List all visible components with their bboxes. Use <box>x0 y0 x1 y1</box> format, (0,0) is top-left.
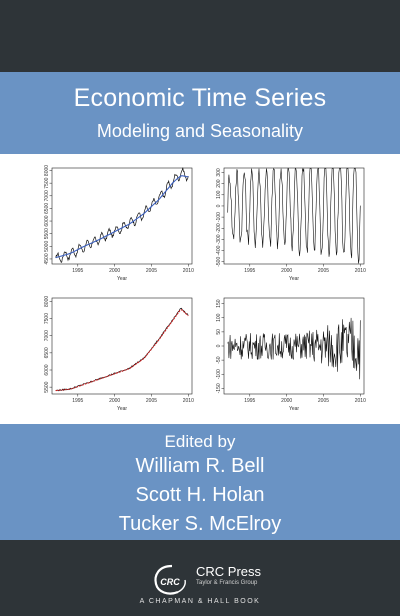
x-tick-label: 2010 <box>355 398 366 404</box>
y-tick-label: 0 <box>216 204 222 207</box>
x-tick-label: 1995 <box>244 268 255 274</box>
chart-bottom-right: 1995 2000 2005 2010 -150 -100 -50 0 50 100 150 Year <box>216 297 366 412</box>
y-tick-label: 5500 <box>44 228 50 239</box>
series-line <box>227 167 361 264</box>
plot-panel: 1995 2000 2005 2010 4500 5000 5500 6000 6500 7000… <box>0 154 400 424</box>
y-tick-label: 6500 <box>44 203 50 214</box>
trend-line <box>55 175 189 259</box>
editor-name: William R. Bell <box>135 455 265 477</box>
x-tick-label: 2005 <box>146 398 157 404</box>
publisher-group: Taylor & Francis Group <box>196 580 258 586</box>
y-tick-label: -500 <box>216 257 222 267</box>
editor-name: Tucker S. McElroy <box>118 513 282 535</box>
x-tick-label: 2005 <box>146 268 157 274</box>
y-tick-label: 300 <box>216 168 222 177</box>
y-tick-label: -100 <box>216 369 222 379</box>
x-axis-label: Year <box>289 276 299 282</box>
edited-by-label: Edited by <box>164 432 236 451</box>
x-tick-label: 2005 <box>318 268 329 274</box>
y-tick-label: 100 <box>216 190 222 199</box>
plot-frame <box>51 297 193 395</box>
editors-list: William R. Bell Scott H. Holan Tucker S.… <box>0 452 400 539</box>
trend-line <box>55 309 189 392</box>
editor-name: Scott H. Holan <box>135 484 265 506</box>
y-tick-label: 7000 <box>44 190 50 201</box>
bottom-band: CRC CRC Press Taylor & Francis Group A C… <box>0 540 400 616</box>
chart-top-right: 1995 2000 2005 2010 -500 -400-300-200-100 0 100… <box>216 167 366 282</box>
y-tick-label: -100 <box>216 212 222 222</box>
crc-logo-icon: CRC <box>150 562 190 603</box>
y-tick-label: 6000 <box>44 364 50 375</box>
plot-top-right: 1995 2000 2005 2010 -500 -400 -300 -200 -100 0 100… <box>200 162 370 288</box>
x-axis-label: Year <box>117 406 127 412</box>
y-tick-label: -300 <box>216 234 222 244</box>
y-tick-label: 8000 <box>44 165 50 176</box>
x-axis-label: Year <box>117 276 127 282</box>
x-tick-label: 2010 <box>355 268 366 274</box>
y-tick-label: -50 <box>216 356 222 363</box>
editors-band: Edited by William R. Bell Scott H. Holan… <box>0 424 400 540</box>
y-tick-label: 8000 <box>44 296 50 307</box>
x-tick-label: 2000 <box>109 398 120 404</box>
x-axis-label: Year <box>289 406 299 412</box>
x-tick-label: 2000 <box>281 398 292 404</box>
top-band <box>0 0 400 72</box>
y-tick-label: 7500 <box>44 177 50 188</box>
plot-frame <box>223 167 365 265</box>
y-tick-label: 5500 <box>44 381 50 392</box>
y-tick-label: 4500 <box>44 253 50 264</box>
book-title: Economic Time Series <box>73 84 327 112</box>
series-line <box>55 307 189 392</box>
y-tick-label: 50 <box>216 329 222 335</box>
y-tick-label: -150 <box>216 383 222 393</box>
y-tick-label: 200 <box>216 179 222 188</box>
plot-bottom-right: 1995 2000 2005 2010 -150 -100 -50 0 50 100 150 Year <box>200 292 370 418</box>
series-line <box>55 167 189 263</box>
plot-frame <box>51 167 193 265</box>
x-tick-label: 2000 <box>109 268 120 274</box>
y-tick-label: 150 <box>216 299 222 308</box>
publisher-name: CRC Press <box>196 564 262 579</box>
y-tick-label: 5000 <box>44 241 50 252</box>
plot-bottom-left: 1995 2000 2005 2010 5500 6000 6500 7000 7500 8000… <box>28 292 198 418</box>
x-tick-label: 1995 <box>72 268 83 274</box>
series-line <box>227 317 361 380</box>
y-tick-label: 100 <box>216 313 222 322</box>
series-line: A CHAPMAN & HALL BOOK <box>139 598 261 605</box>
y-tick-label: -400 <box>216 245 222 255</box>
x-tick-label: 2010 <box>183 398 194 404</box>
book-subtitle: Modeling and Seasonality <box>96 121 304 141</box>
y-tick-label: 7500 <box>44 313 50 324</box>
y-tick-label: 6000 <box>44 215 50 226</box>
x-tick-label: 2000 <box>281 268 292 274</box>
y-tick-label: 0 <box>216 344 222 347</box>
plot-top-left: 1995 2000 2005 2010 4500 5000 5500 6000 6500 7000… <box>28 162 198 288</box>
title-band: Economic Time Series Modeling and Season… <box>0 72 400 154</box>
y-tick-label: 6500 <box>44 347 50 358</box>
x-tick-label: 2010 <box>183 268 194 274</box>
x-tick-label: 2005 <box>318 398 329 404</box>
chart-bottom-left: 1995 2000 2005 2010 5500 6000 6500 7000 7500 8000… <box>44 296 194 412</box>
x-tick-label: 1995 <box>244 398 255 404</box>
x-tick-label: 1995 <box>72 398 83 404</box>
logo-text: CRC <box>160 577 180 587</box>
y-tick-label: -200 <box>216 223 222 233</box>
y-tick-label: 7000 <box>44 330 50 341</box>
